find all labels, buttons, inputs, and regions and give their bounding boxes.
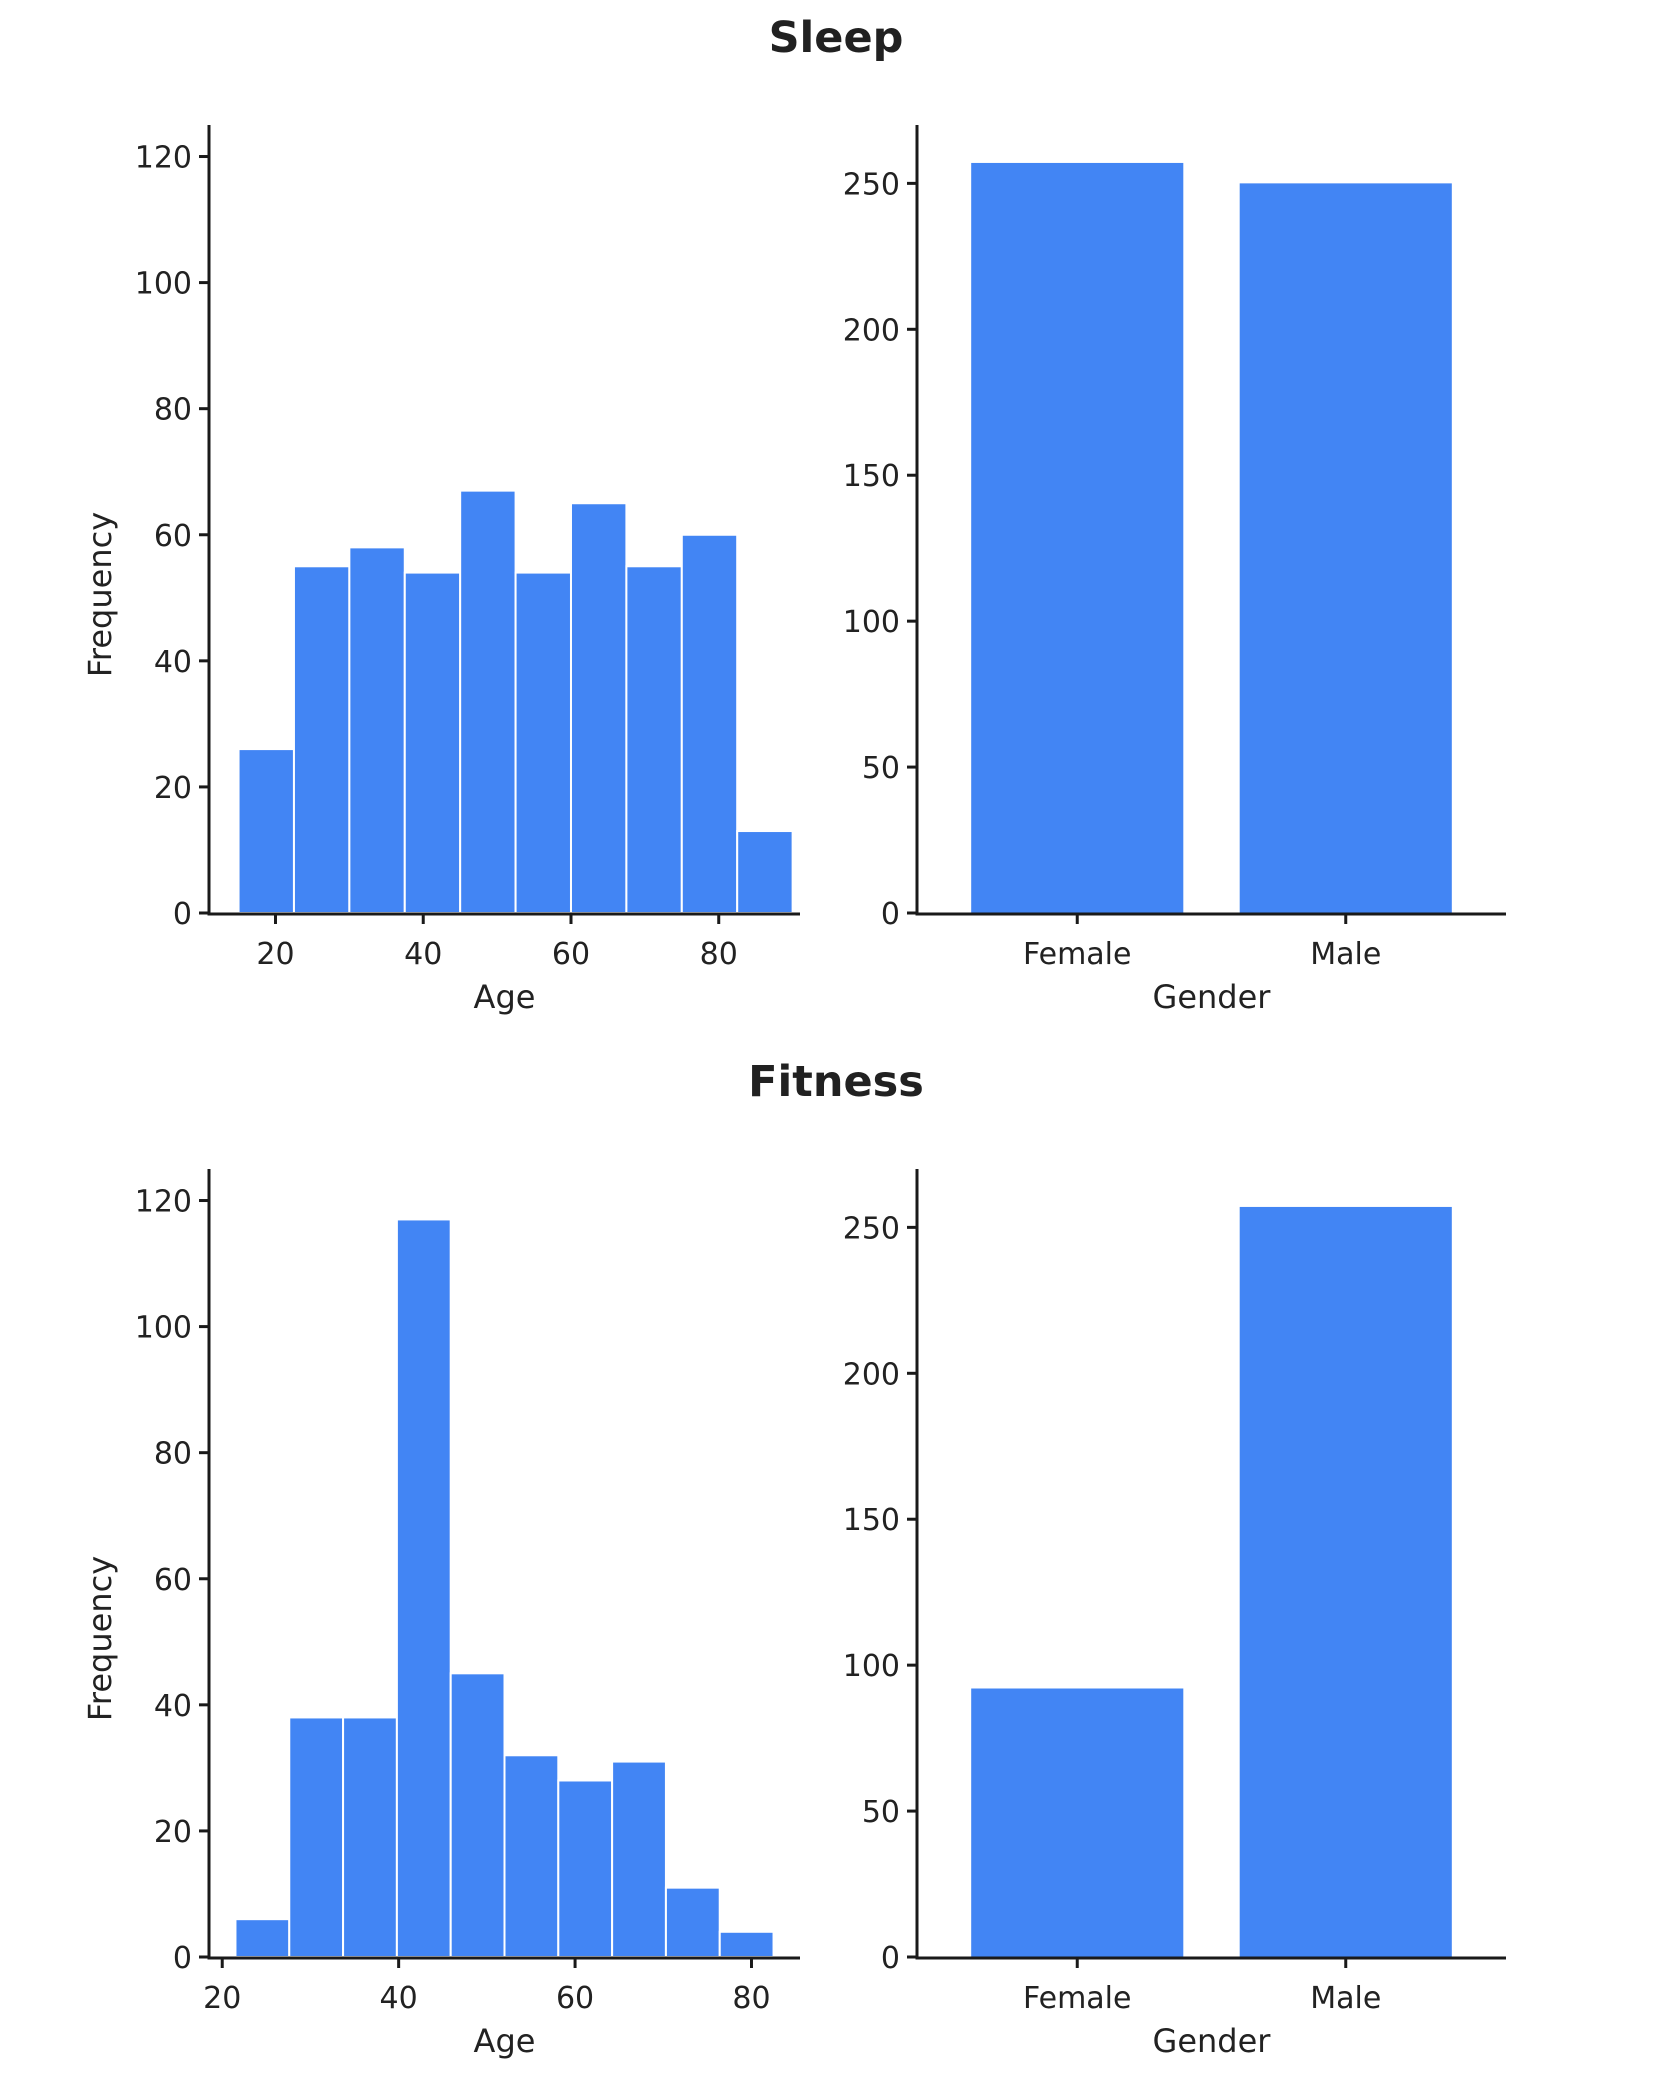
- sleep-age-xtick-label-3: 80: [700, 937, 738, 972]
- sleep-age-bar-6: [569, 502, 628, 914]
- section-title-fitness: Fitness: [748, 1057, 924, 1107]
- sleep-age-ylabel: Frequency: [81, 512, 119, 677]
- fitness-age-ytick-label-0: 0: [173, 1941, 192, 1976]
- fitness-gender-bar-chart: Female Male 0 50 100 150 200 250 Gender: [843, 1169, 1506, 2060]
- fitness-age-ytick-label-3: 60: [154, 1563, 192, 1598]
- fitness-age-bar-6: [557, 1779, 614, 1959]
- fitness-age-xtick-label-1: 40: [380, 1981, 418, 2016]
- fitness-age-bar-0: [234, 1918, 291, 1959]
- fitness-age-xtick-label-0: 20: [203, 1981, 241, 2016]
- fitness-age-histogram: 0 20 40 60 80 100 120 20 40 60 80 Age Frequency: [81, 1169, 800, 2060]
- sleep-age-ytick-label-2: 40: [154, 645, 192, 680]
- sleep-gender-xlabel: Gender: [1153, 978, 1272, 1016]
- sleep-gender-ytick-label-0: 0: [881, 897, 900, 932]
- sleep-gender-ytick-label-5: 250: [843, 167, 900, 202]
- sleep-age-bar-1: [292, 565, 351, 915]
- fitness-gender-ytick-label-1: 50: [862, 1795, 900, 1830]
- fitness-gender-xlabel: Gender: [1153, 2022, 1272, 2060]
- fitness-age-bar-1: [288, 1716, 345, 1958]
- fitness-age-ytick-label-2: 40: [154, 1689, 192, 1724]
- fitness-gender-xtick-label-0: Female: [1023, 1981, 1131, 2016]
- sleep-gender-bar-male: [1239, 183, 1452, 914]
- fitness-age-bar-7: [611, 1760, 667, 1959]
- sleep-gender-ytick-label-4: 200: [843, 313, 900, 348]
- sleep-age-ytick-label-1: 20: [154, 771, 192, 806]
- sleep-age-bar-5: [514, 571, 572, 914]
- fitness-age-ytick-label-5: 100: [135, 1311, 192, 1346]
- fitness-gender-xtick-label-1: Male: [1310, 1981, 1381, 2016]
- sleep-age-xtick-label-1: 40: [404, 937, 442, 972]
- fitness-age-bar-2: [342, 1716, 398, 1958]
- fitness-gender-bar-female: [971, 1688, 1184, 1957]
- fitness-age-ylabel: Frequency: [81, 1556, 119, 1721]
- sleep-age-bar-3: [403, 571, 462, 914]
- fitness-gender-ytick-label-0: 0: [881, 1941, 900, 1976]
- fitness-age-ytick-label-1: 20: [154, 1815, 192, 1850]
- fitness-age-ytick-label-6: 120: [135, 1185, 192, 1220]
- sleep-gender-xtick-label-0: Female: [1023, 937, 1131, 972]
- fitness-age-bar-9: [718, 1930, 775, 1959]
- fitness-gender-ytick-label-3: 150: [843, 1503, 900, 1538]
- section-title-sleep: Sleep: [769, 13, 904, 63]
- sleep-age-bar-7: [625, 565, 683, 915]
- fitness-age-bar-3: [395, 1218, 452, 1958]
- sleep-age-xlabel: Age: [474, 978, 536, 1016]
- fitness-age-bar-4: [449, 1672, 506, 1958]
- sleep-gender-ytick-label-2: 100: [843, 605, 900, 640]
- sleep-age-histogram: 0 20 40 60 80 100 120 20 40 60 80 Age Frequency: [81, 125, 800, 1016]
- fitness-gender-ytick-label-4: 200: [843, 1357, 900, 1392]
- sleep-age-ytick-label-5: 100: [135, 267, 192, 302]
- sleep-gender-ytick-label-1: 50: [862, 751, 900, 786]
- fitness-age-bar-5: [503, 1754, 560, 1958]
- sleep-age-bar-8: [680, 533, 739, 914]
- fitness-gender-ytick-label-2: 100: [843, 1649, 900, 1684]
- sleep-age-xtick-label-2: 60: [552, 937, 590, 972]
- sleep-gender-bar-chart: Female Male 0 50 100 150 200 250 Gender: [843, 125, 1506, 1016]
- sleep-age-xtick-label-0: 20: [256, 937, 294, 972]
- sleep-age-bar-4: [459, 489, 517, 914]
- sleep-age-bar-0: [237, 748, 295, 915]
- fitness-age-xtick-label-2: 60: [556, 1981, 594, 2016]
- fitness-gender-bar-male: [1239, 1206, 1452, 1957]
- fitness-gender-ytick-label-5: 250: [843, 1211, 900, 1246]
- sleep-gender-xtick-label-1: Male: [1310, 937, 1381, 972]
- fitness-age-bar-8: [664, 1886, 721, 1959]
- sleep-age-bar-9: [736, 830, 794, 914]
- sleep-age-ytick-label-4: 80: [154, 393, 192, 428]
- sleep-gender-bar-female: [971, 162, 1184, 913]
- fitness-age-xtick-label-3: 80: [732, 1981, 770, 2016]
- sleep-age-ytick-label-0: 0: [173, 897, 192, 932]
- fitness-age-xlabel: Age: [474, 2022, 536, 2060]
- sleep-age-ytick-label-3: 60: [154, 519, 192, 554]
- sleep-age-bar-2: [348, 546, 406, 914]
- fitness-age-ytick-label-4: 80: [154, 1437, 192, 1472]
- sleep-gender-ytick-label-3: 150: [843, 459, 900, 494]
- sleep-age-ytick-label-6: 120: [135, 141, 192, 176]
